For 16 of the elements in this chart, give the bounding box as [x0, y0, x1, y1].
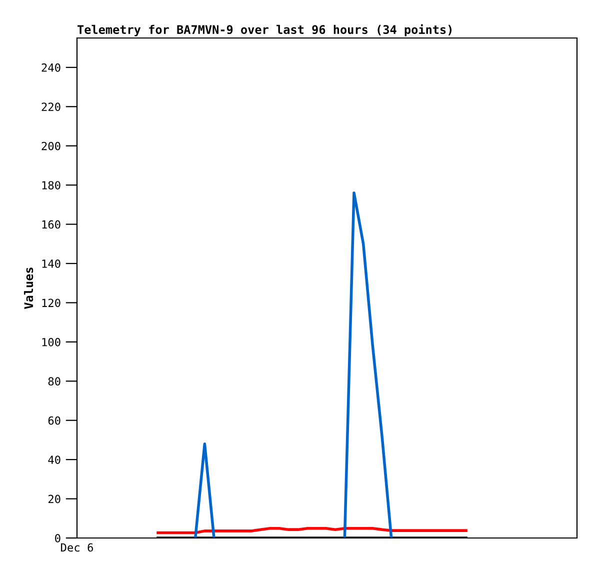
y-tick-label: 180	[42, 181, 60, 190]
y-tick-label: 160	[42, 220, 60, 229]
y-tick-label: 220	[42, 102, 60, 112]
y-tick-label: 40	[48, 456, 60, 464]
y-tick-label: 120	[42, 298, 60, 308]
y-tick-label: 80	[48, 377, 60, 386]
y-axis-title: Values	[24, 268, 34, 309]
y-tick-label: 240	[42, 63, 60, 72]
y-tick-label: 140	[42, 259, 60, 268]
y-tick-label: 60	[48, 416, 60, 425]
text: Dec 6	[61, 543, 94, 552]
y-tick-label: 100	[42, 338, 60, 346]
chart-title: Telemetry for BA7MVN-9 over last 96 hours (34 points)	[78, 24, 452, 36]
y-tick-label: 0	[55, 534, 60, 542]
y-tick-label: 20	[48, 494, 60, 504]
y-tick-label: 200	[42, 142, 60, 150]
